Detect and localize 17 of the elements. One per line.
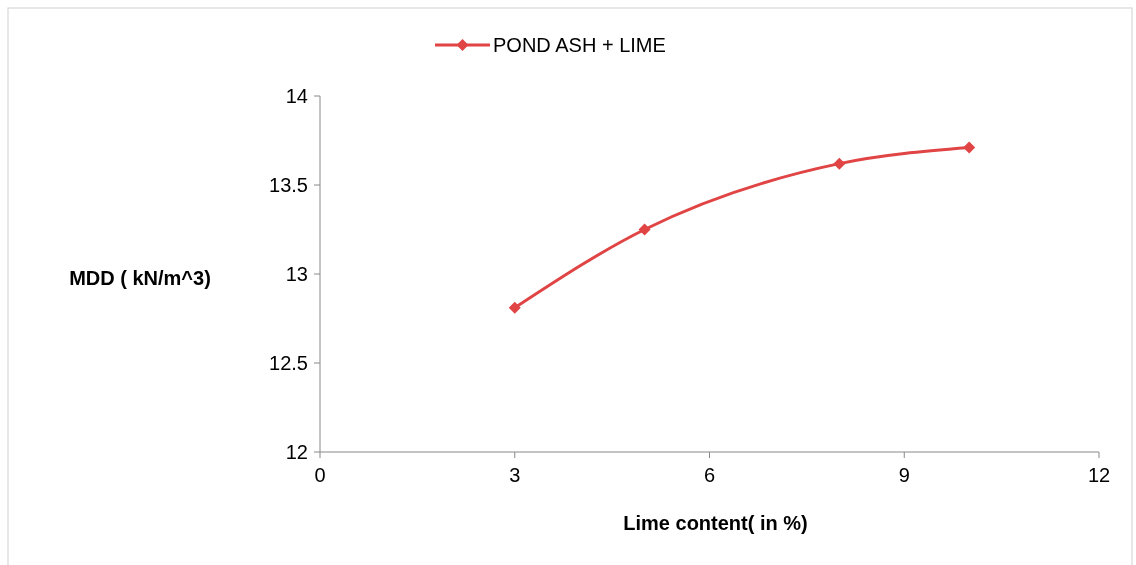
x-axis-title: Lime content( in %) — [623, 512, 808, 534]
x-tick-label: 3 — [509, 464, 521, 486]
y-tick-label: 13 — [285, 263, 308, 285]
y-tick-label: 12 — [285, 441, 308, 463]
y-tick-label: 14 — [285, 85, 308, 107]
point — [833, 157, 846, 170]
x-tick-label: 0 — [314, 464, 326, 486]
x-tick-label: 9 — [898, 464, 910, 486]
x-tick-label: 12 — [1087, 464, 1111, 486]
x-tick-label: 6 — [703, 464, 716, 486]
point — [963, 141, 976, 154]
y-tick-label: 13.5 — [269, 174, 308, 196]
point — [508, 301, 521, 314]
legend-label: POND ASH + LIME — [493, 34, 666, 56]
y-axis-title: MDD ( kN/m^3) — [69, 267, 211, 289]
y-tick-label: 12.5 — [269, 352, 308, 374]
point — [638, 223, 651, 236]
